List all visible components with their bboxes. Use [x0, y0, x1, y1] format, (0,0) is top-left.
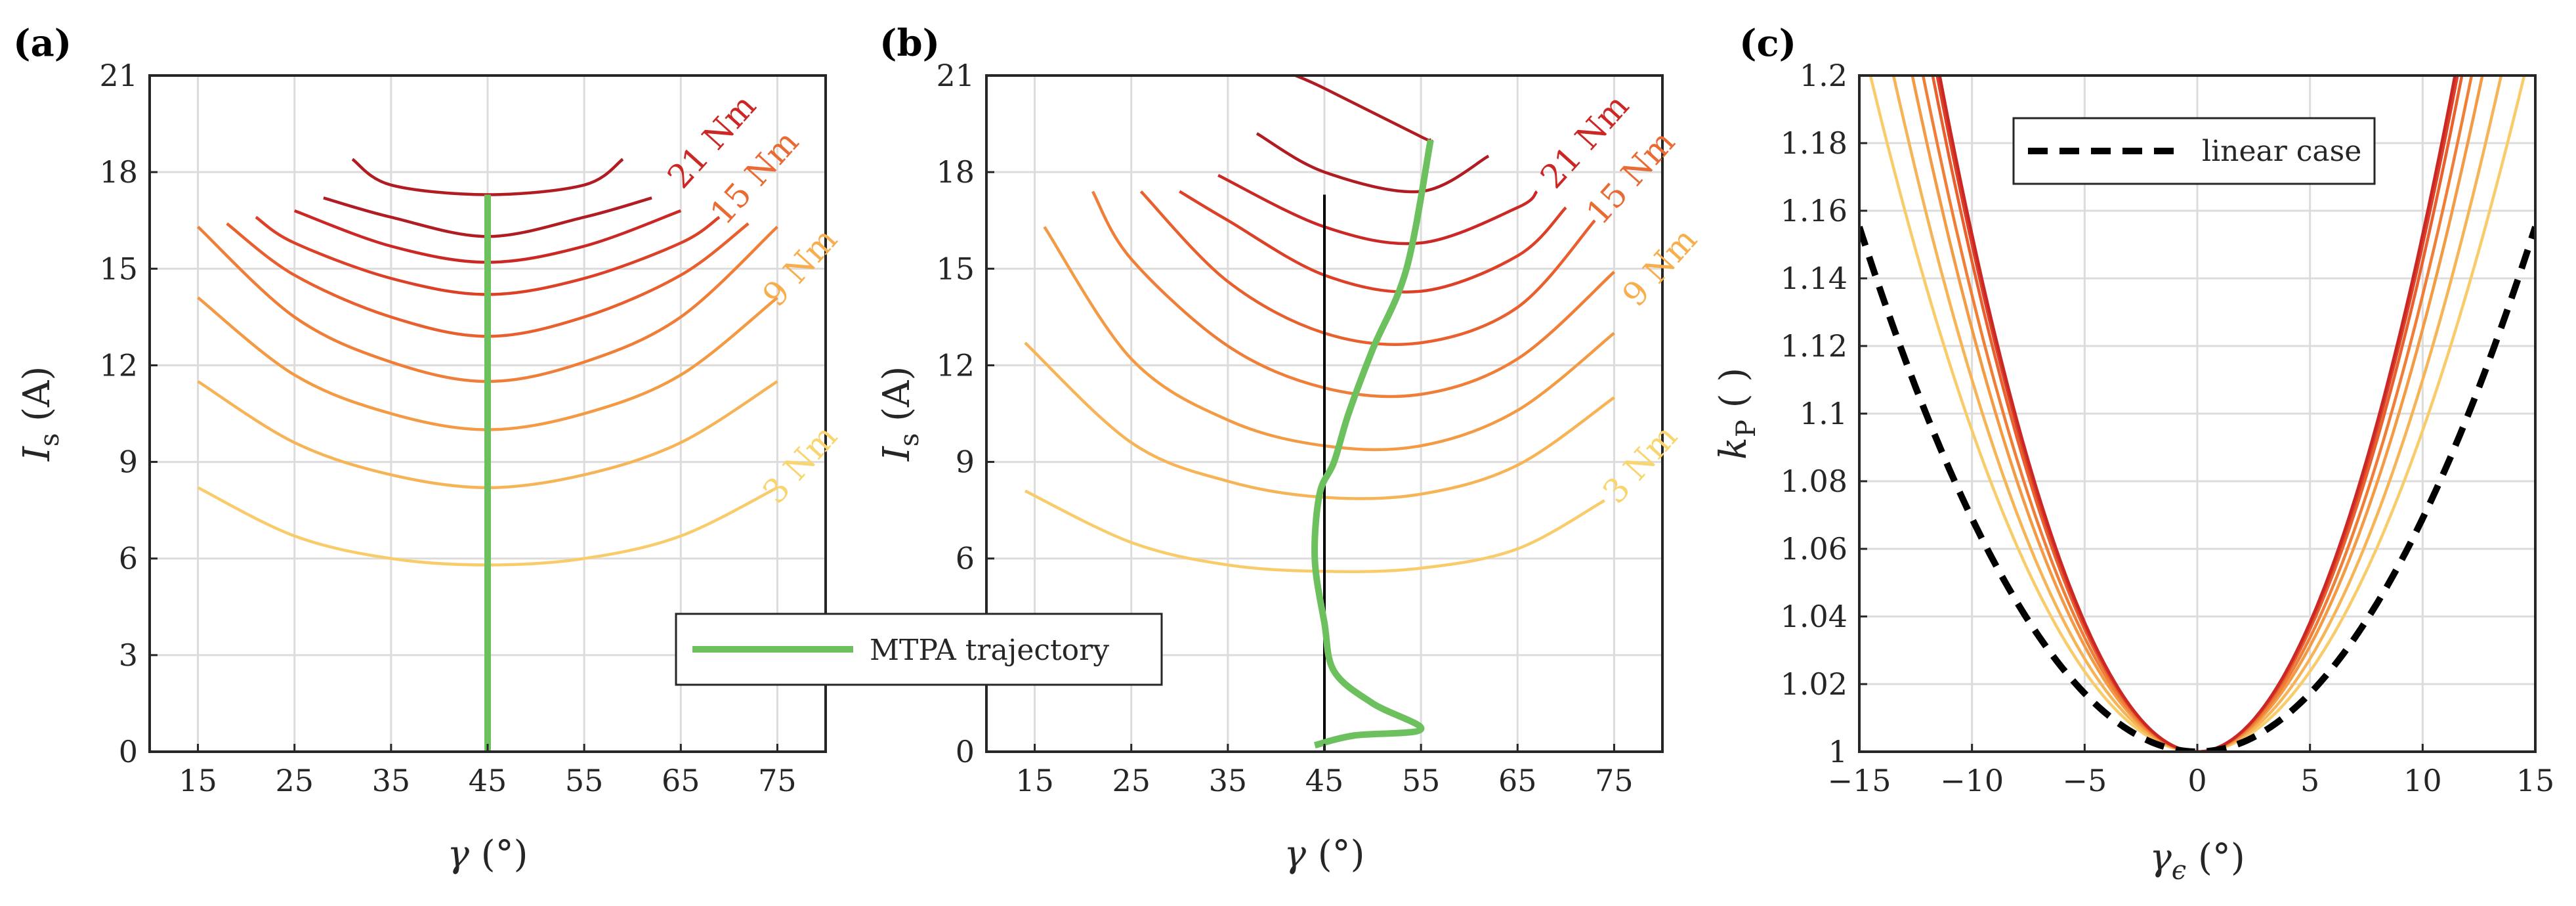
kp-curves-c: [1869, 76, 2526, 752]
chart-panel-c: −15 −10 −5 0 5 10 15 1 1.02 1.04 1.06 1.08 1.1 1.12 1.…: [1712, 22, 2555, 886]
kp-curve: [1938, 76, 2457, 752]
x-tick-label: 0: [2187, 763, 2206, 798]
y-tick-label: 21: [936, 58, 975, 93]
y-axis-label-a: Is (A): [16, 366, 65, 462]
y-tick-label: 12: [99, 347, 138, 383]
y-axis-label-c: kP ( ): [1712, 368, 1762, 460]
x-tick-label: 35: [372, 763, 411, 798]
contour-labels-a: 3 Nm 9 Nm 15 Nm 21 Nm: [660, 87, 845, 511]
y-tick-label: 6: [956, 541, 975, 576]
torque-contour: [1179, 190, 1567, 293]
legend-mtpa-label: MTPA trajectory: [870, 634, 1109, 667]
x-tick-label: −5: [2062, 763, 2107, 798]
x-tick-label: 75: [1595, 763, 1634, 798]
mtpa-trajectory-b: [1311, 139, 1434, 749]
y-tick-label: 1: [1828, 734, 1848, 769]
y-tick-label: 18: [936, 154, 975, 190]
contour-label-3nm-b: 3 Nm: [1595, 418, 1685, 511]
y-tick-label: 0: [119, 734, 138, 769]
x-axis-label-b: γ (°): [1284, 833, 1365, 876]
torque-contour: [1294, 76, 1433, 143]
x-tick-label: 15: [179, 763, 217, 798]
y-tick-label: 1.08: [1781, 464, 1848, 499]
x-axis-label-a: γ (°): [448, 833, 528, 876]
x-tick-label: 55: [1402, 763, 1441, 798]
x-tick-label: 45: [469, 763, 507, 798]
kp-curve: [1891, 76, 2503, 752]
y-tick-label: 1.12: [1781, 328, 1848, 364]
y-tick-label: 3: [119, 637, 138, 673]
mtpa-trajectory-line: [1311, 139, 1434, 749]
x-tick-label: 55: [565, 763, 604, 798]
x-axis-label-c: γϵ (°): [2149, 836, 2245, 886]
y-tick-label: 9: [119, 444, 138, 480]
x-tick-label: 15: [1015, 763, 1054, 798]
torque-contour: [1256, 132, 1490, 194]
x-tick-label: 15: [2516, 763, 2555, 798]
y-tick-label: 15: [936, 251, 975, 286]
legend-mtpa: MTPA trajectory: [675, 613, 1163, 686]
linear-case-curve-c: [1859, 225, 2535, 752]
kp-curve: [1921, 76, 2474, 752]
x-tick-label: −10: [1940, 763, 2004, 798]
x-tick-label: 75: [758, 763, 797, 798]
x-tick-label: 45: [1305, 763, 1344, 798]
contour-label-3nm-a: 3 Nm: [755, 418, 845, 511]
y-tick-label: 1.06: [1781, 531, 1848, 567]
y-tick-label: 1.04: [1781, 599, 1848, 634]
x-tick-label: 25: [1112, 763, 1151, 798]
tick-labels-c: −15 −10 −5 0 5 10 15 1 1.02 1.04 1.06 1.08 1.1 1.12 1.…: [1781, 58, 2555, 798]
y-tick-label: 9: [956, 444, 975, 480]
kp-curve: [1911, 76, 2484, 752]
y-tick-label: 21: [99, 58, 138, 93]
chart-panel-a: 15 25 35 45 55 65 75 0 3 6 9 12 15 18 21 (a) γ (°) Is …: [13, 22, 845, 876]
y-tick-label: 1.18: [1781, 125, 1848, 161]
y-tick-label: 1.02: [1781, 666, 1848, 702]
x-tick-label: 35: [1209, 763, 1248, 798]
x-tick-label: 65: [1498, 763, 1537, 798]
y-tick-label: 1.16: [1781, 193, 1848, 228]
panel-label-c: (c): [1739, 22, 1796, 65]
linear-case-curve: [1859, 225, 2535, 752]
x-tick-label: 65: [662, 763, 700, 798]
y-tick-label: 1.1: [1800, 396, 1848, 431]
torque-contour: [1043, 226, 1615, 452]
y-tick-label: 1.2: [1800, 58, 1848, 93]
x-tick-label: −15: [1827, 763, 1891, 798]
y-tick-label: 0: [956, 734, 975, 769]
y-tick-label: 12: [936, 347, 975, 383]
panel-label-b: (b): [879, 22, 940, 65]
y-axis-label-b: Is (A): [876, 366, 925, 462]
x-tick-label: 5: [2300, 763, 2319, 798]
torque-contour: [1217, 173, 1538, 246]
contour-label-9nm-b: 9 Nm: [1615, 221, 1704, 314]
legend-linear-case: linear case: [2012, 117, 2376, 185]
x-tick-label: 25: [275, 763, 314, 798]
legend-linear-label: linear case: [2202, 135, 2361, 168]
kp-curve: [1935, 76, 2459, 752]
contour-labels-b: 3 Nm 9 Nm 15 Nm 21 Nm: [1533, 87, 1704, 511]
y-tick-label: 1.14: [1781, 261, 1848, 296]
panel-label-a: (a): [13, 22, 72, 65]
y-tick-label: 18: [99, 154, 138, 190]
tick-labels-a: 15 25 35 45 55 65 75 0 3 6 9 12 15 18 21: [99, 58, 796, 798]
y-tick-label: 6: [119, 541, 138, 576]
y-tick-label: 15: [99, 251, 138, 286]
x-tick-label: 10: [2403, 763, 2442, 798]
kp-curve: [1869, 76, 2526, 752]
